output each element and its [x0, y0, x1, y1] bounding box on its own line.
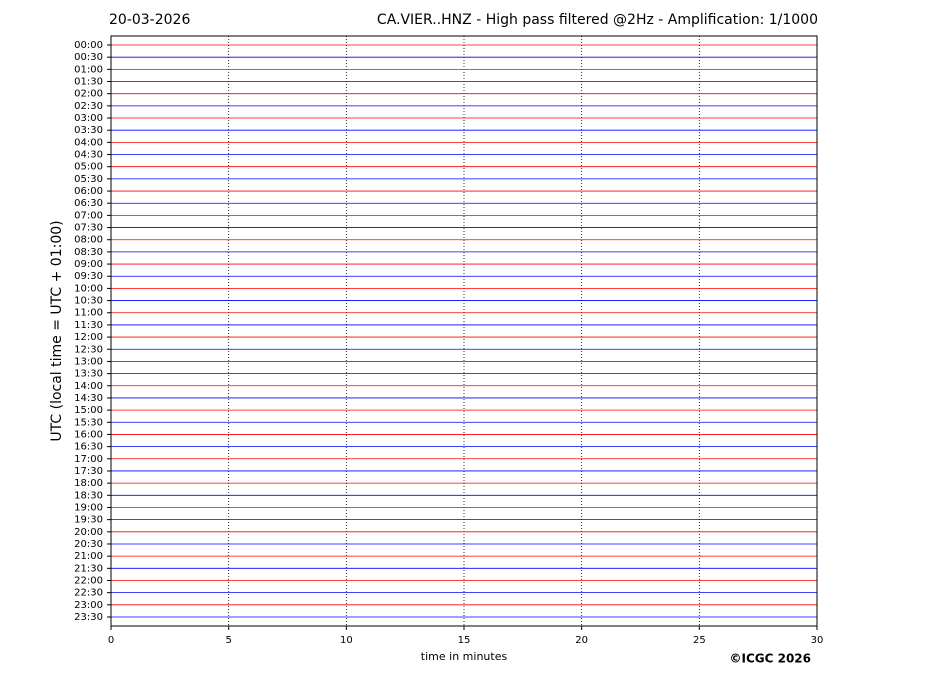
y-tick-label: 00:30: [74, 52, 103, 63]
y-tick-label: 20:30: [74, 539, 103, 550]
y-tick-label: 16:00: [74, 429, 103, 440]
y-tick-label: 07:30: [74, 223, 103, 234]
y-tick-label: 04:00: [74, 137, 103, 148]
y-tick-label: 03:00: [74, 113, 103, 124]
y-tick-label: 04:30: [74, 150, 103, 161]
y-tick-label: 08:00: [74, 235, 103, 246]
x-tick-label: 15: [458, 635, 471, 646]
y-tick-label: 02:30: [74, 101, 103, 112]
y-tick-label: 11:00: [74, 308, 103, 319]
y-tick-label: 01:00: [74, 64, 103, 75]
y-tick-label: 12:00: [74, 332, 103, 343]
y-tick-label: 06:30: [74, 198, 103, 209]
x-tick-label: 5: [225, 635, 231, 646]
plot-frame: [110, 35, 818, 627]
y-tick-label: 08:30: [74, 247, 103, 258]
y-tick-label: 22:30: [74, 588, 103, 599]
y-tick-label: 16:30: [74, 442, 103, 453]
y-tick-label: 19:30: [74, 515, 103, 526]
y-tick-label: 14:30: [74, 393, 103, 404]
y-tick-label: 01:30: [74, 77, 103, 88]
date: 20-03-2026: [109, 12, 190, 28]
y-tick-label: 05:00: [74, 162, 103, 173]
y-tick-label: 15:00: [74, 405, 103, 416]
y-tick-label: 23:00: [74, 600, 103, 611]
y-tick-label: 22:00: [74, 575, 103, 586]
y-tick-label: 09:00: [74, 259, 103, 270]
y-tick-label: 17:30: [74, 466, 103, 477]
y-tick-label: 10:30: [74, 296, 103, 307]
y-tick-label: 14:00: [74, 381, 103, 392]
y-tick-label: 11:30: [74, 320, 103, 331]
y-tick-label: 05:30: [74, 174, 103, 185]
y-tick-label: 09:30: [74, 271, 103, 282]
y-tick-label: 03:30: [74, 125, 103, 136]
x-tick-label: 25: [693, 635, 706, 646]
y-tick-label: 02:00: [74, 89, 103, 100]
x-tick-label: 0: [108, 635, 114, 646]
x-tick-label: 10: [340, 635, 353, 646]
x-axis-label: time in minutes: [421, 650, 508, 663]
y-tick-label: 17:00: [74, 454, 103, 465]
y-tick-label: 13:30: [74, 369, 103, 380]
chart-title: CA.VIER..HNZ - High pass filtered @2Hz -…: [377, 12, 818, 28]
y-tick-label: 06:00: [74, 186, 103, 197]
y-tick-label: 15:30: [74, 417, 103, 428]
y-tick-label: 20:00: [74, 527, 103, 538]
x-tick-label: 20: [575, 635, 588, 646]
y-tick-label: 23:30: [74, 612, 103, 623]
y-tick-label: 13:00: [74, 356, 103, 367]
y-tick-label: 00:00: [74, 40, 103, 51]
x-tick-label: 30: [811, 635, 824, 646]
y-tick-label: 18:30: [74, 490, 103, 501]
y-tick-label: 21:00: [74, 551, 103, 562]
y-tick-label: 18:00: [74, 478, 103, 489]
y-tick-label: 21:30: [74, 563, 103, 574]
y-tick-label: 10:00: [74, 283, 103, 294]
y-tick-label: 19:00: [74, 502, 103, 513]
y-tick-label: 12:30: [74, 344, 103, 355]
y-tick-label: 07:00: [74, 210, 103, 221]
y-axis-label: UTC (local time = UTC + 01:00): [49, 220, 65, 441]
copyright: ©ICGC 2026: [729, 652, 811, 666]
